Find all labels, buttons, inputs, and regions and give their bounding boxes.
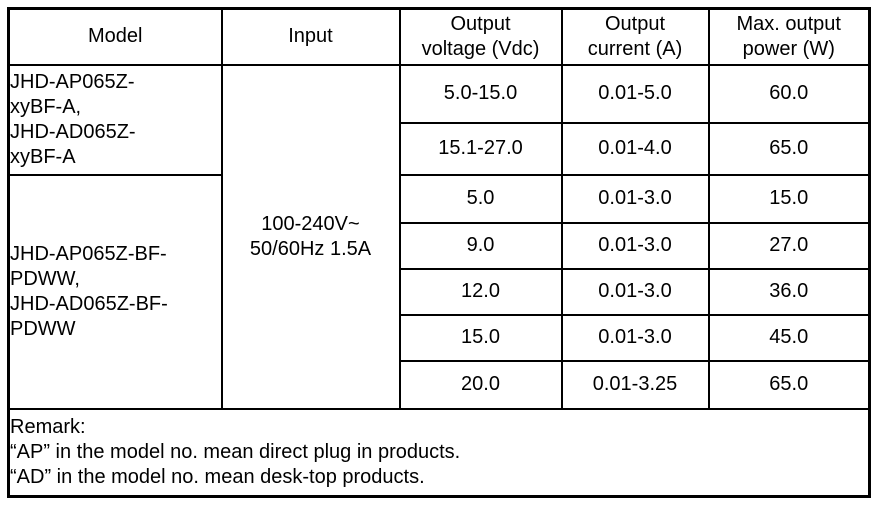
header-output-current: Output current (A): [560, 7, 710, 66]
current-cell: 0.01-3.0: [560, 267, 710, 316]
header-input: Input: [220, 7, 401, 66]
remark-title: Remark:: [10, 415, 86, 438]
power-cell: 65.0: [707, 359, 871, 410]
current-cell: 0.01-4.0: [560, 121, 710, 176]
table-row: 15.0 0.01-3.0 45.0: [9, 313, 871, 362]
voltage-cell: 15.0: [398, 313, 563, 362]
header-output-voltage: Output voltage (Vdc): [398, 7, 563, 66]
power-cell: 65.0: [707, 121, 871, 176]
remark-line-1: “AP” in the model no. mean direct plug i…: [10, 440, 461, 463]
voltage-cell: 12.0: [398, 267, 563, 316]
voltage-cell: 5.0-15.0: [398, 63, 563, 124]
input-cell: 100-240V~ 50/60Hz 1.5A: [220, 63, 401, 410]
current-cell: 0.01-3.25: [560, 359, 710, 410]
table-row: 9.0 0.01-3.0 27.0: [9, 221, 871, 270]
current-cell: 0.01-3.0: [560, 173, 710, 224]
current-cell: 0.01-5.0: [560, 63, 710, 124]
table-row: JHD-AP065Z- xyBF-A, JHD-AD065Z- xyBF-A 1…: [7, 63, 871, 410]
model-group-1-cell: JHD-AP065Z- xyBF-A, JHD-AD065Z- xyBF-A: [7, 63, 223, 176]
table-row: 12.0 0.01-3.0 36.0: [9, 267, 871, 316]
current-cell: 0.01-3.0: [560, 221, 710, 270]
table-row: JHD-AP065Z-BF- PDWW, JHD-AD065Z-BF- PDWW…: [7, 173, 871, 410]
table-row: 15.1-27.0 0.01-4.0 65.0: [9, 121, 871, 176]
remark-cell: Remark: “AP” in the model no. mean direc…: [7, 407, 871, 498]
voltage-cell: 20.0: [398, 359, 563, 410]
power-cell: 27.0: [707, 221, 871, 270]
spec-table: Model Input Output voltage (Vdc) Output …: [7, 7, 871, 498]
header-row: Model Input Output voltage (Vdc) Output …: [7, 7, 871, 66]
power-cell: 45.0: [707, 313, 871, 362]
power-cell: 60.0: [707, 63, 871, 124]
current-cell: 0.01-3.0: [560, 313, 710, 362]
voltage-cell: 15.1-27.0: [398, 121, 563, 176]
remark-line-2: “AD” in the model no. mean desk-top prod…: [10, 465, 425, 488]
voltage-cell: 5.0: [398, 173, 563, 224]
header-max-output-power: Max. output power (W): [707, 7, 871, 66]
table-row: 20.0 0.01-3.25 65.0: [9, 359, 871, 410]
remark-row: Remark: “AP” in the model no. mean direc…: [7, 407, 871, 498]
header-model: Model: [7, 7, 223, 66]
voltage-cell: 9.0: [398, 221, 563, 270]
power-cell: 36.0: [707, 267, 871, 316]
model-group-2-cell: JHD-AP065Z-BF- PDWW, JHD-AD065Z-BF- PDWW: [7, 173, 223, 410]
power-cell: 15.0: [707, 173, 871, 224]
